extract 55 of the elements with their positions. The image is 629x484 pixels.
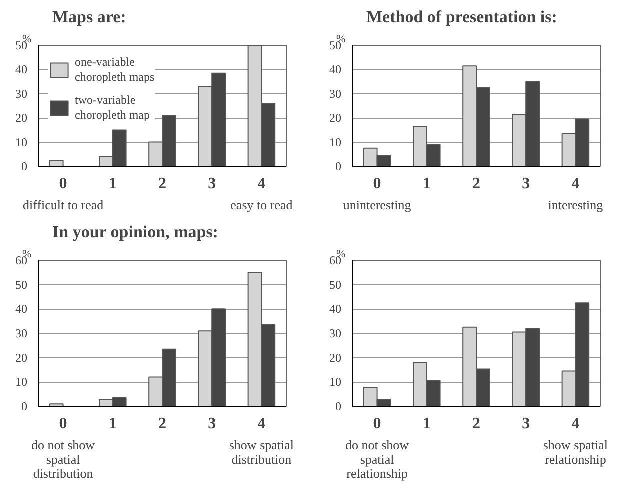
y-tick-label: 0 [22, 160, 28, 174]
text: show spatial distribution [229, 438, 294, 467]
y-tick-label: 40 [16, 62, 28, 77]
y-tick-label: 30 [330, 326, 342, 340]
legend-label: one-variable choropleth maps [75, 55, 155, 85]
x-tick-label: 3 [522, 176, 530, 192]
y-tick-label: 50 [330, 278, 342, 292]
y-tick-label: 40 [16, 302, 28, 316]
text: do not show spatial distribution [32, 438, 96, 481]
y-tick-label: 20 [330, 111, 342, 126]
text: uninteresting [343, 198, 412, 212]
y-tick-label: 30 [330, 86, 342, 101]
chart-title: Method of presentation is: [366, 8, 558, 26]
x-tick-label: 3 [208, 416, 216, 432]
x-tick-label: 0 [59, 176, 68, 192]
x-tick-label: 2 [158, 416, 166, 432]
y-tick-label: 10 [330, 135, 342, 150]
y-tick-label: 10 [16, 375, 28, 390]
text: do not show spatial relationship [346, 438, 410, 481]
x-tick-label: 1 [108, 176, 117, 192]
x-tick-label: 1 [422, 416, 431, 432]
chart-title: Maps are: [52, 8, 126, 26]
y-tick-label: 0 [336, 400, 342, 414]
x-tick-label: 1 [422, 176, 431, 192]
x-tick-label: 4 [258, 416, 266, 432]
y-tick-label: 40 [330, 62, 342, 77]
chart-title: In your opinion, maps: [52, 222, 218, 242]
x-tick-label: 3 [208, 176, 216, 192]
text: interesting [548, 198, 604, 212]
x-tick-label: 0 [373, 176, 382, 192]
text: difficult to read [22, 198, 104, 212]
legend-label: two-variable choropleth map [75, 93, 150, 123]
x-tick-label: 4 [258, 176, 266, 192]
x-tick-label: 4 [572, 176, 580, 192]
y-tick-label: 20 [330, 350, 342, 365]
y-tick-label: 40 [330, 302, 342, 316]
y-tick-label: 10 [330, 375, 342, 390]
x-tick-label: 2 [472, 176, 480, 192]
text: easy to read [230, 198, 294, 212]
y-tick-label: 20 [16, 350, 28, 365]
y-tick-label: 0 [336, 160, 342, 174]
x-tick-label: 2 [158, 176, 166, 192]
y-tick-label: 10 [16, 135, 28, 150]
y-tick-label: 20 [16, 111, 28, 126]
x-tick-label: 1 [108, 416, 117, 432]
x-tick-label: 3 [522, 416, 530, 432]
y-tick-label: 50 [16, 278, 28, 292]
y-tick-label: 30 [16, 326, 28, 340]
x-tick-label: 0 [373, 416, 382, 432]
y-tick-label: 0 [22, 400, 28, 414]
y-tick-label: 30 [16, 86, 28, 101]
text: show spatial relationship [543, 438, 608, 467]
x-tick-label: 0 [59, 416, 68, 432]
x-tick-label: 4 [572, 416, 580, 432]
x-tick-label: 2 [472, 416, 480, 432]
